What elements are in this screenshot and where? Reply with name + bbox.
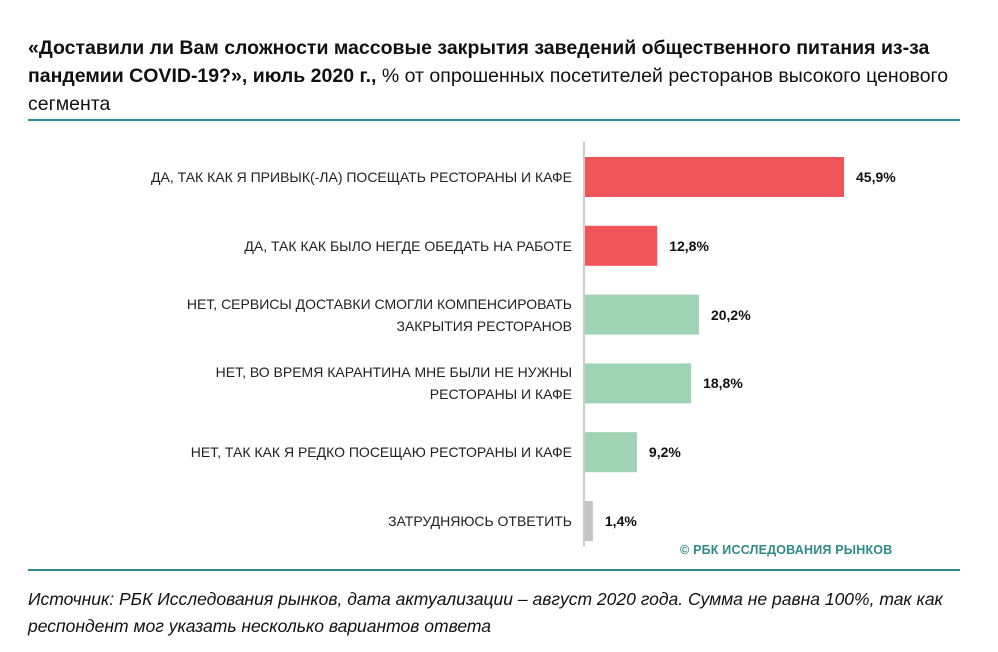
chart-title-normal: % от опрошенных посетителей ресторанов в…	[28, 65, 949, 115]
bar-4	[585, 363, 692, 404]
bar-2	[585, 225, 658, 266]
bar-3	[585, 294, 699, 335]
top-divider	[28, 119, 960, 121]
value-label-2: 12,8%	[669, 237, 709, 254]
category-label-3: НЕТ, СЕРВИСЫ ДОСТАВКИ СМОГЛИ КОМПЕНСИРОВ…	[186, 295, 572, 334]
category-label-4: НЕТ, ВО ВРЕМЯ КАРАНТИНА МНЕ БЫЛИ НЕ НУЖН…	[215, 364, 572, 403]
value-label-4: 18,8%	[703, 375, 743, 392]
bar-1	[585, 157, 844, 197]
category-label-6: ЗАТРУДНЯЮСЬ ОТВЕТИТЬ	[388, 513, 572, 529]
chart-title: «Доставили ли Вам сложности массовые зак…	[28, 34, 968, 118]
value-label-5: 9,2%	[648, 444, 681, 461]
copyright-note: © РБК ИССЛЕДОВАНИЯ РЫНКОВ	[680, 543, 893, 557]
source-note: Источник: РБК Исследования рынков, дата …	[28, 589, 943, 636]
category-label-1: ДА, ТАК КАК Я ПРИВЫК(-ЛА) ПОСЕЩАТЬ РЕСТО…	[151, 169, 572, 185]
category-label-2: ДА, ТАК КАК БЫЛО НЕГДЕ ОБЕДАТЬ НА РАБОТЕ	[244, 237, 572, 254]
bar-5	[585, 432, 637, 473]
value-label-6: 1,4%	[604, 513, 637, 529]
chart-title-bold: «Доставили ли Вам сложности массовые зак…	[28, 37, 930, 87]
value-label-3: 20,2%	[710, 306, 751, 323]
bar-6	[585, 501, 593, 541]
value-label-1: 45,9%	[856, 169, 896, 185]
bottom-divider	[28, 569, 960, 571]
category-label-5: НЕТ, ТАК КАК Я РЕДКО ПОСЕЩАЮ РЕСТОРАНЫ И…	[190, 444, 572, 461]
